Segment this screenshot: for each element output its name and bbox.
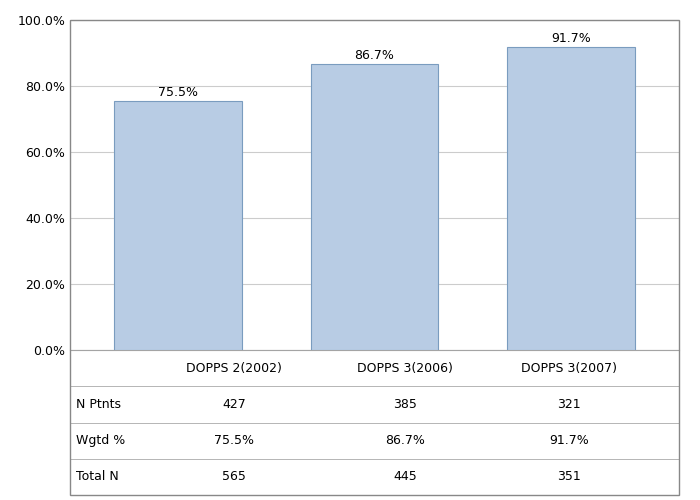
Bar bbox=[114, 101, 242, 350]
Text: 565: 565 bbox=[223, 470, 246, 484]
Text: 445: 445 bbox=[393, 470, 416, 484]
Text: N Ptnts: N Ptnts bbox=[76, 398, 121, 411]
Text: Total N: Total N bbox=[76, 470, 119, 484]
Text: Wgtd %: Wgtd % bbox=[76, 434, 125, 447]
Text: 86.7%: 86.7% bbox=[385, 434, 425, 447]
Text: 91.7%: 91.7% bbox=[551, 32, 591, 45]
Text: 86.7%: 86.7% bbox=[355, 48, 394, 62]
Text: DOPPS 3(2006): DOPPS 3(2006) bbox=[357, 362, 453, 374]
Bar bbox=[507, 48, 635, 350]
Text: 91.7%: 91.7% bbox=[550, 434, 589, 447]
Bar bbox=[311, 64, 438, 350]
Text: 385: 385 bbox=[393, 398, 417, 411]
Text: 427: 427 bbox=[223, 398, 246, 411]
Text: DOPPS 3(2007): DOPPS 3(2007) bbox=[522, 362, 617, 374]
Text: DOPPS 2(2002): DOPPS 2(2002) bbox=[186, 362, 282, 374]
Text: 75.5%: 75.5% bbox=[158, 86, 198, 98]
Text: 351: 351 bbox=[557, 470, 581, 484]
Text: 75.5%: 75.5% bbox=[214, 434, 254, 447]
Text: 321: 321 bbox=[558, 398, 581, 411]
